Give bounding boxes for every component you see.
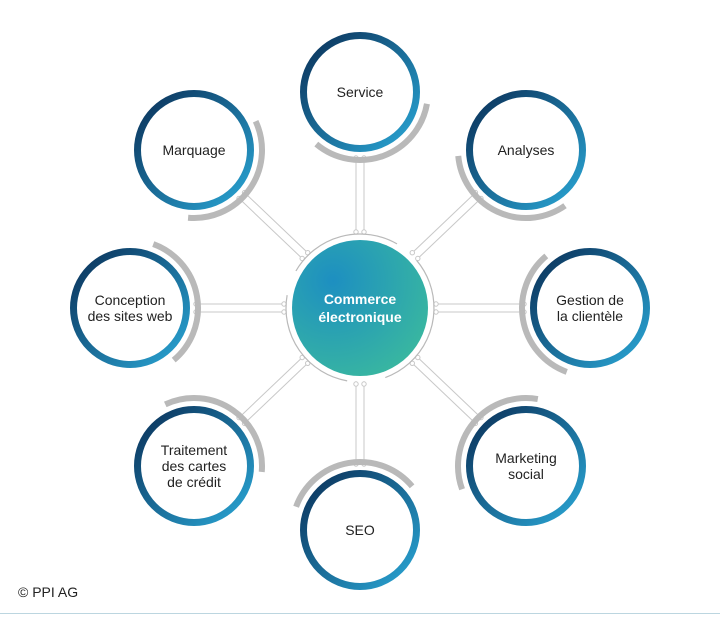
- node-label-gestion: la clientèle: [557, 308, 623, 324]
- node-label-conception: des sites web: [88, 308, 173, 324]
- node-label-traitement: des cartes: [162, 458, 227, 474]
- center-label: Commerce: [324, 291, 397, 307]
- footer-divider: [0, 613, 720, 614]
- center-label: électronique: [318, 309, 401, 325]
- node-label-seo: SEO: [345, 522, 375, 538]
- node-label-marquage: Marquage: [162, 142, 225, 158]
- node-label-gestion: Gestion de: [556, 292, 624, 308]
- node-label-conception: Conception: [95, 292, 166, 308]
- radial-diagram: Commerce électronique Service Analyses Gesti…: [0, 0, 720, 618]
- node-label-service: Service: [337, 84, 384, 100]
- node-label-analyses: Analyses: [498, 142, 555, 158]
- footer-copyright: © PPI AG: [18, 584, 78, 600]
- node-label-traitement: de crédit: [167, 474, 221, 490]
- node-label-traitement: Traitement: [161, 442, 228, 458]
- node-label-marketing: social: [508, 466, 544, 482]
- node-label-marketing: Marketing: [495, 450, 556, 466]
